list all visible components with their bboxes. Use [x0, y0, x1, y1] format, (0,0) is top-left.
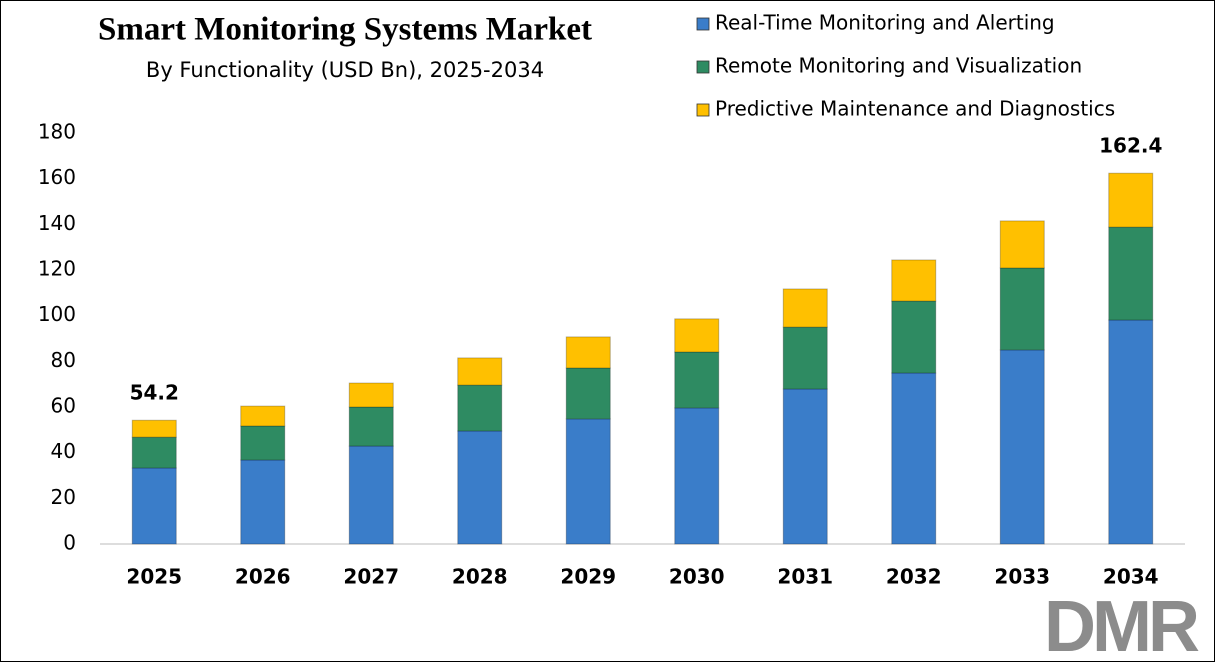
bar-segment [891, 372, 937, 545]
y-tick-label: 0 [63, 531, 76, 555]
bar-segment [782, 326, 828, 390]
bar-segment [1108, 172, 1154, 228]
y-tick-label: 40 [51, 439, 76, 463]
bar-segment [348, 406, 394, 447]
y-tick-label: 20 [51, 485, 76, 509]
bar-segment [240, 425, 286, 461]
y-tick-label: 180 [38, 120, 76, 144]
legend-label: Predictive Maintenance and Diagnostics [715, 97, 1115, 121]
bar-segment [891, 300, 937, 374]
bar-segment [131, 419, 177, 438]
y-tick-label: 140 [38, 211, 76, 235]
y-tick-label: 100 [38, 302, 76, 326]
bar-segment [1108, 226, 1154, 321]
bar-segment [565, 367, 611, 420]
bar-segment [457, 430, 503, 545]
bar-segment [782, 388, 828, 545]
total-label: 162.4 [1099, 134, 1162, 158]
bar-segment [565, 336, 611, 369]
legend-marker [696, 60, 710, 74]
y-tick-label: 80 [51, 348, 76, 372]
bar-segment [674, 318, 720, 353]
bar-segment [999, 220, 1045, 269]
x-tick-label: 2027 [343, 565, 399, 589]
bar-segment [999, 349, 1045, 545]
bar-segment [674, 351, 720, 409]
logo: DMR [1044, 587, 1199, 663]
x-tick-label: 2031 [777, 565, 833, 589]
bar-segment [348, 445, 394, 545]
legend-marker [696, 103, 710, 117]
x-tick-label: 2028 [452, 565, 508, 589]
total-label: 54.2 [130, 381, 179, 405]
bar-segment [131, 467, 177, 545]
bar-segment [348, 382, 394, 408]
x-tick-label: 2030 [669, 565, 725, 589]
x-tick-label: 2025 [126, 565, 182, 589]
legend-label: Remote Monitoring and Visualization [715, 54, 1082, 78]
bar-segment [999, 267, 1045, 351]
x-tick-label: 2033 [994, 565, 1050, 589]
chart-title: Smart Monitoring Systems Market [98, 12, 592, 48]
bar-segment [565, 418, 611, 545]
bar-segment [457, 384, 503, 432]
bar-segment [891, 259, 937, 302]
bar-segment [131, 436, 177, 469]
bar-segment [240, 459, 286, 545]
bar-segment [782, 288, 828, 328]
bar-segment [1108, 319, 1154, 545]
bar-segment [457, 357, 503, 386]
legend-label: Real-Time Monitoring and Alerting [715, 11, 1055, 35]
y-tick-label: 60 [51, 394, 76, 418]
x-tick-label: 2032 [886, 565, 942, 589]
x-tick-label: 2029 [560, 565, 616, 589]
bar-segment [240, 405, 286, 427]
bar-segment [674, 407, 720, 545]
chart-subtitle: By Functionality (USD Bn), 2025-2034 [146, 58, 544, 82]
x-tick-label: 2026 [235, 565, 291, 589]
y-tick-label: 160 [38, 165, 76, 189]
y-tick-label: 120 [38, 257, 76, 281]
legend-marker [696, 17, 710, 31]
x-tick-label: 2034 [1103, 565, 1159, 589]
